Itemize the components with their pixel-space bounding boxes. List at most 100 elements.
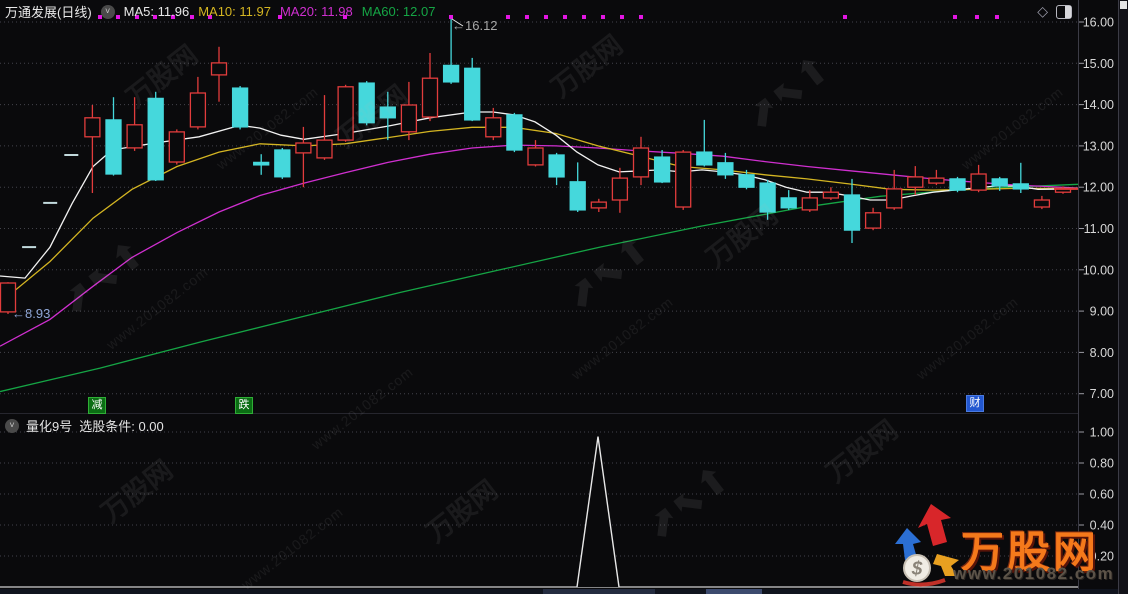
signal-dot [449,15,453,19]
y-axis-label: 0.80 [1090,457,1114,471]
candle [632,147,650,178]
candle [653,156,671,183]
y-axis-label: 9.00 [1090,305,1114,319]
candle [675,151,692,208]
bottom-scrollbar-thumb2[interactable] [706,589,762,594]
y-axis-label: 11.00 [1084,222,1114,236]
ma10-label: MA10: 11.97 [198,4,271,19]
signal-dot [278,15,282,19]
candle [738,174,755,188]
candle [147,97,164,181]
y-axis-label: 16.00 [1083,16,1114,30]
candle [337,86,354,141]
y-axis-label: 14.00 [1083,98,1114,112]
candle [970,173,987,191]
candle [569,181,586,211]
candle [696,151,713,166]
signal-dot [544,15,548,19]
right-scrollbar-thumb[interactable] [1120,1,1127,9]
candle [843,194,861,231]
candle [1033,199,1051,208]
signal-dot [843,15,847,19]
y-axis-label: 10.00 [1083,263,1114,277]
indicator-condition-value: 选股条件: 0.00 [79,419,164,434]
candle [864,212,882,229]
event-flag[interactable]: 减 [88,397,106,414]
candle [590,201,607,209]
ma5-label: MA5: 11.96 [123,4,190,19]
low-price-annotation: ←8.93 [12,306,51,321]
candle [527,147,544,166]
candle [421,77,439,118]
candle [168,131,185,163]
ma60-label: MA60: 12.07 [361,4,436,19]
candle [611,177,629,201]
ma20-label: MA20: 11.98 [279,4,353,19]
y-axis-label: 15.00 [1083,57,1114,71]
candle [126,124,143,149]
y-axis-label: 0.60 [1090,488,1114,502]
candle [105,119,122,175]
stock-title: 万通发展(日线) [5,5,92,20]
signal-dot [98,15,102,19]
candle [485,117,502,138]
y-axis-label: 0.40 [1090,519,1114,533]
signal-dot [563,15,567,19]
signal-dot [135,15,139,19]
candle [295,142,312,154]
collapse-main-chevron-icon[interactable]: ˅ [100,4,115,19]
ma5-line [0,111,1079,279]
bottom-scrollbar-thumb[interactable] [543,589,655,594]
y-axis-label: 8.00 [1090,346,1114,360]
candle [907,176,924,188]
signal-dot [639,15,643,19]
y-axis-label: 0.20 [1090,550,1114,564]
event-flag[interactable]: 跌 [235,397,253,414]
signal-dot [620,15,624,19]
chart-header: 万通发展(日线) ˅ MA5: 11.96 MA10: 11.97 MA20: … [5,2,435,21]
signal-dot [953,15,957,19]
indicator-spike [576,436,620,588]
sub-grid: 1.00 0.80 0.60 0.40 0.20 [0,426,1114,564]
candles-layer [0,17,1078,314]
candle [506,114,523,151]
ma10-line [0,126,1078,304]
bottom-scrollbar[interactable] [0,589,1118,594]
candle [189,92,207,128]
diamond-marker-icon[interactable]: ◇ [1037,3,1048,19]
signal-dot [601,15,605,19]
signal-dot [525,15,529,19]
candle [358,82,375,124]
y-axis-label: 7.00 [1090,387,1114,401]
candle [442,64,460,83]
y-axis-label: 12.00 [1083,181,1114,195]
candle [379,106,396,119]
signal-dot [975,15,979,19]
candle [991,178,1008,187]
signal-dot [171,15,175,19]
candle [780,197,797,209]
split-window-icon[interactable] [1056,4,1072,19]
candle [253,161,270,166]
ma60-line [0,183,1079,393]
signal-dot [995,15,999,19]
candle [400,104,418,133]
logo-brand-text: 万股网 [961,529,1099,577]
svg-text:$: $ [911,559,923,580]
site-watermark-logo: $ 万股网 www.201082.com [893,502,1119,588]
collapse-indicator-chevron-icon[interactable]: ˅ [5,418,19,433]
signal-dot [208,15,212,19]
signal-dot [582,15,586,19]
candle [231,87,249,128]
event-flag[interactable]: 财 [966,395,984,412]
candle [928,177,945,184]
y-axis-label: 13.00 [1083,139,1114,153]
candle [759,182,776,213]
right-scrollbar[interactable] [1119,0,1128,594]
candle [801,197,818,211]
signal-dot [506,15,510,19]
candle [822,191,840,199]
high-price-annotation: ←16.12 [452,18,498,33]
indicator-header: ˅ 量化9号 选股条件: 0.00 [5,416,164,435]
